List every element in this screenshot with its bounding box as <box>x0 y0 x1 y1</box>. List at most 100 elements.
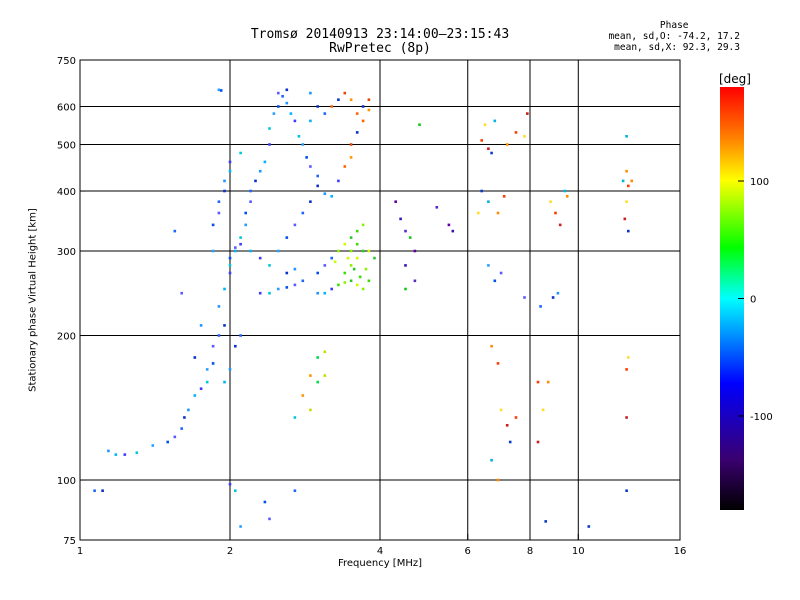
data-point <box>114 453 118 456</box>
data-point <box>258 291 262 295</box>
data-point <box>293 267 297 271</box>
data-point <box>223 287 226 291</box>
data-point <box>361 223 365 227</box>
data-point <box>343 271 347 275</box>
data-point <box>205 368 209 371</box>
data-point <box>166 440 169 444</box>
data-point <box>367 98 371 101</box>
data-point <box>508 440 512 444</box>
data-point <box>367 279 371 283</box>
data-point <box>373 256 376 260</box>
data-point <box>355 256 359 260</box>
phase-stats-o-mode: mean, sd,O: -74.2, 17.2 <box>608 31 740 42</box>
data-point <box>346 256 350 260</box>
data-point <box>263 500 267 504</box>
data-point <box>505 143 509 146</box>
data-point <box>219 89 223 92</box>
data-point <box>239 525 242 528</box>
data-point <box>330 105 333 108</box>
data-point <box>183 416 186 419</box>
colorbar-tick-label: 100 <box>750 177 769 188</box>
data-point <box>627 356 630 359</box>
data-point <box>249 249 252 253</box>
data-point <box>490 344 493 348</box>
data-point <box>234 489 237 492</box>
data-point <box>349 264 353 267</box>
phase-stats-x-mode: mean, sd,X: 92.3, 29.3 <box>614 42 740 53</box>
data-point <box>399 217 402 221</box>
data-point <box>364 267 368 271</box>
data-point <box>627 229 630 233</box>
data-point <box>258 256 262 260</box>
data-point <box>496 211 500 215</box>
data-point <box>234 246 237 249</box>
data-point <box>323 192 327 195</box>
data-point <box>451 229 455 233</box>
data-point <box>277 249 280 253</box>
y-tick-label: 400 <box>57 187 76 198</box>
data-point <box>480 139 483 142</box>
data-point <box>309 119 312 123</box>
data-point <box>217 88 221 92</box>
data-point <box>211 249 215 253</box>
data-point <box>493 279 497 283</box>
data-point <box>323 112 327 115</box>
data-point <box>301 143 305 146</box>
chart-title-line2: RwPretec (8p) <box>329 41 431 56</box>
data-point <box>223 324 226 327</box>
data-point <box>217 334 221 337</box>
data-point <box>413 279 417 283</box>
axis-ticks: 1 2 4 6 8 10 16 75 100 200 300 400 500 600 750 <box>57 56 686 557</box>
data-point <box>211 344 215 348</box>
data-point <box>551 296 555 299</box>
data-point <box>477 211 480 215</box>
colorbar-ticks: 100 0 -100 <box>738 177 773 423</box>
data-point <box>285 88 289 92</box>
data-point <box>228 160 232 164</box>
data-point <box>293 283 297 287</box>
data-point <box>480 189 483 193</box>
y-axis-label-wrap: Stationary phase Virtual Height [km] <box>18 60 48 540</box>
data-point <box>554 211 557 215</box>
data-point <box>487 264 490 267</box>
data-point <box>435 206 439 209</box>
data-point <box>228 169 232 173</box>
data-point <box>285 236 289 239</box>
data-point <box>228 264 232 267</box>
data-point <box>490 458 493 462</box>
data-point <box>565 195 569 198</box>
data-point <box>367 108 371 112</box>
data-point <box>293 119 297 123</box>
y-tick-label: 75 <box>63 536 76 547</box>
data-point <box>625 416 628 419</box>
x-tick-label: 16 <box>674 546 687 557</box>
x-axis-label: Frequency [MHz] <box>337 558 423 569</box>
data-point <box>239 242 242 246</box>
data-point <box>316 174 319 178</box>
data-point <box>289 112 293 115</box>
data-point <box>558 223 562 227</box>
data-point <box>355 242 359 246</box>
data-point <box>355 112 359 115</box>
data-point <box>625 368 628 371</box>
data-point <box>337 249 340 253</box>
data-point <box>556 291 560 295</box>
data-point <box>309 91 312 95</box>
data-point <box>499 408 503 412</box>
data-point <box>301 394 305 397</box>
data-point <box>514 131 518 134</box>
data-point <box>187 408 190 412</box>
data-point <box>487 200 490 203</box>
data-point <box>502 195 506 198</box>
data-point <box>355 229 359 233</box>
data-point <box>244 223 247 227</box>
chart-title-line1: Tromsø 20140913 23:14:00–23:15:43 <box>250 27 510 42</box>
data-point <box>623 217 627 221</box>
data-point <box>355 283 359 287</box>
data-point <box>323 291 327 295</box>
data-point <box>301 279 305 283</box>
data-point <box>413 249 417 253</box>
y-tick-label: 750 <box>57 56 76 67</box>
data-point <box>404 264 407 267</box>
data-point <box>268 127 271 130</box>
